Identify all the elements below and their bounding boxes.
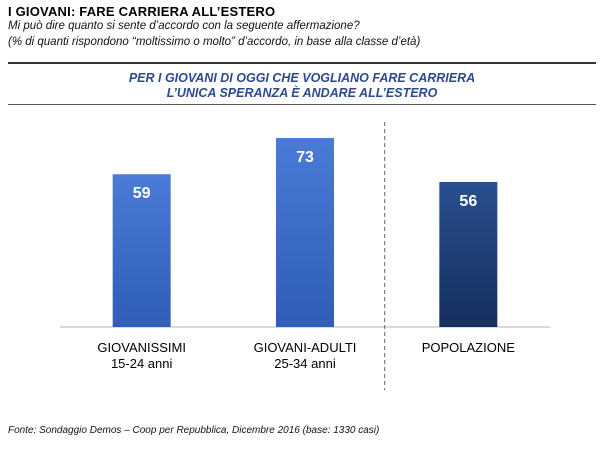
top-divider bbox=[8, 62, 596, 64]
category-label: POPOLAZIONE bbox=[422, 340, 516, 355]
category-label: GIOVANI-ADULTI bbox=[254, 340, 357, 355]
question-note: (% di quanti rispondono “moltissimo o mo… bbox=[8, 36, 421, 48]
chart-title: I GIOVANI: FARE CARRIERA ALL’ESTERO bbox=[8, 4, 276, 19]
source-note: Fonte: Sondaggio Demos – Coop per Repubb… bbox=[8, 425, 380, 436]
bar-value-label: 59 bbox=[133, 185, 151, 202]
bar-3 bbox=[439, 182, 498, 327]
statement-line-1: PER I GIOVANI DI OGGI CHE VOGLIANO FARE … bbox=[128, 71, 476, 85]
category-label: 15-24 anni bbox=[111, 356, 173, 371]
bar-value-label: 73 bbox=[296, 149, 314, 166]
bar-value-label: 56 bbox=[459, 193, 477, 210]
category-label: GIOVANISSIMI bbox=[97, 340, 186, 355]
statement-line-2: L’UNICA SPERANZA È ANDARE ALL’ESTERO bbox=[166, 86, 438, 100]
question-text: Mi può dire quanto si sente d’accordo co… bbox=[8, 20, 360, 32]
bar-1 bbox=[112, 174, 171, 327]
category-label: 25-34 anni bbox=[274, 356, 336, 371]
banner-divider bbox=[8, 104, 596, 105]
bar-2 bbox=[276, 138, 334, 327]
